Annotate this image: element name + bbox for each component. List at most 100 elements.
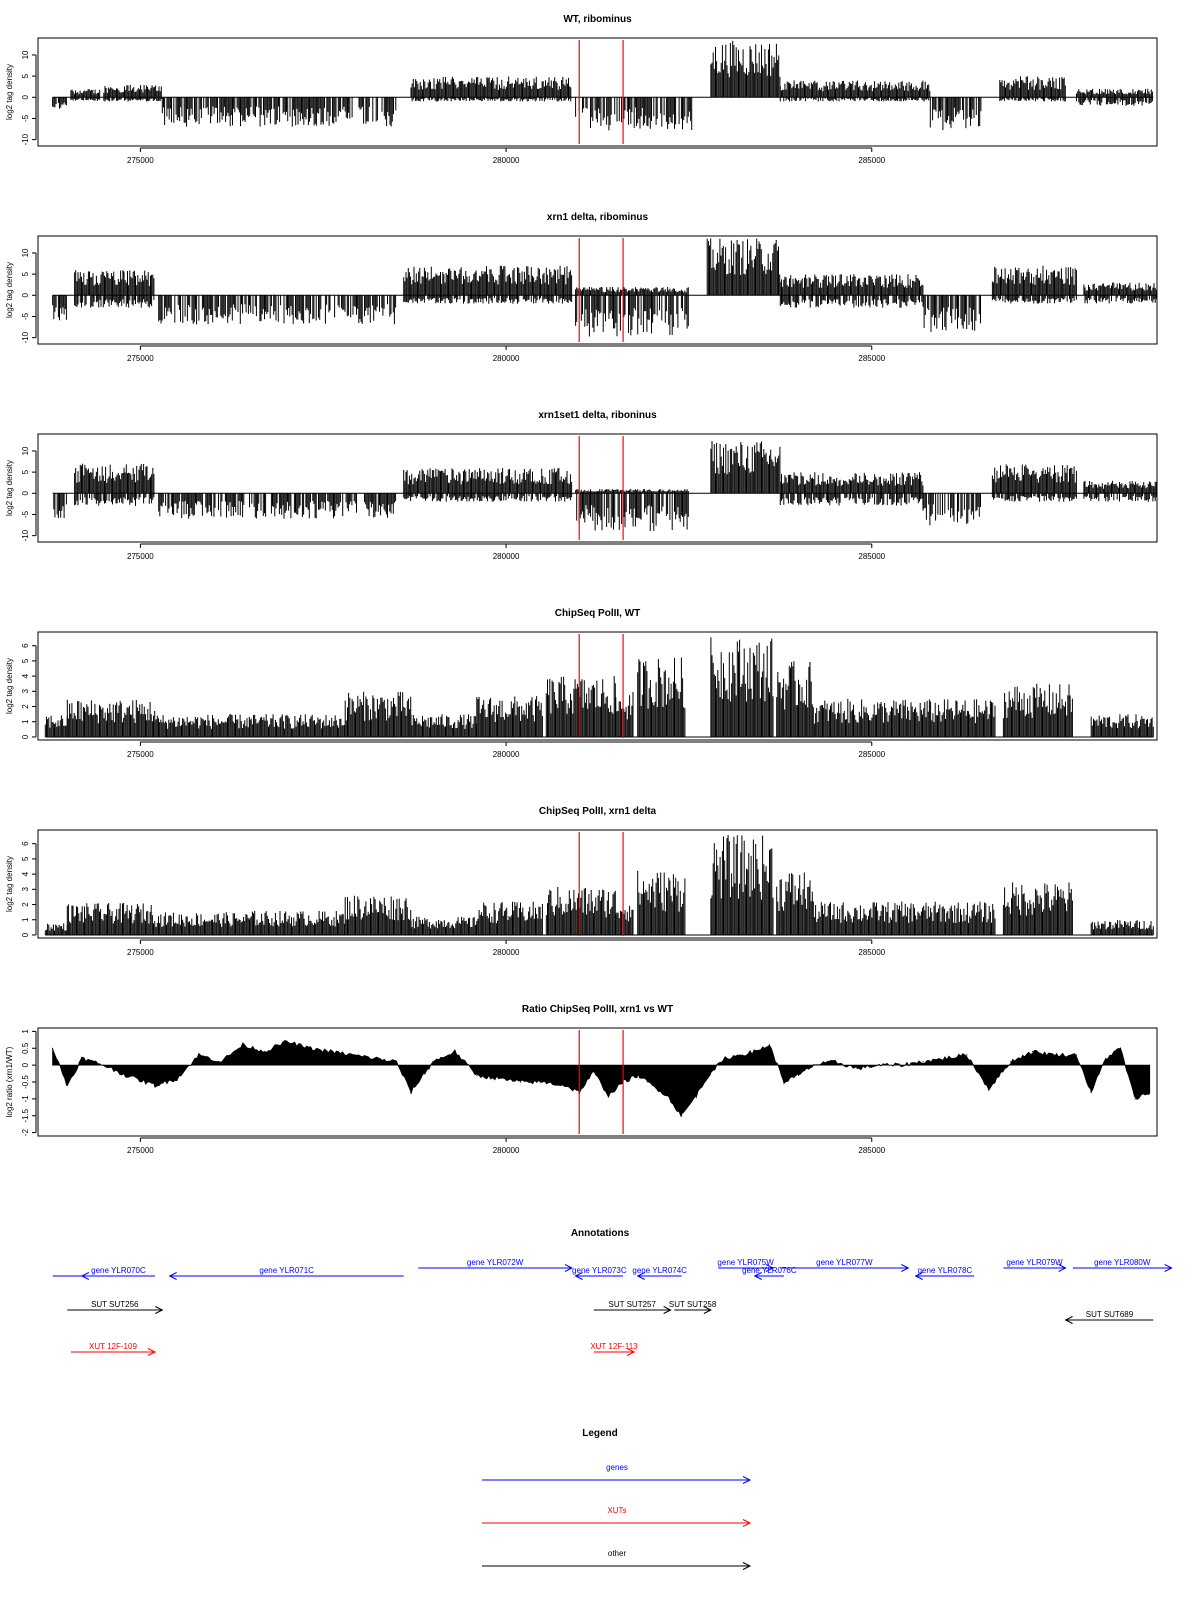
x-axis: 275000 280000 285000 xyxy=(127,147,886,165)
y-tick-label: -5 xyxy=(21,114,30,122)
data-segment-7 xyxy=(476,696,543,737)
data-segment-1 xyxy=(52,97,67,109)
y-axis: -10 -5 0 5 10 log2 tag density xyxy=(5,248,37,343)
x-tick-label: 280000 xyxy=(493,750,520,759)
y-tick-label: -10 xyxy=(21,529,30,541)
data-segment-6 xyxy=(710,441,781,494)
data-segment-8 xyxy=(779,80,931,102)
chart-title: xrn1set1 delta, riboninus xyxy=(538,410,657,421)
y-tick-label: 2 xyxy=(21,704,30,709)
series-bars xyxy=(44,637,1154,737)
data-segment-9 xyxy=(991,265,1077,304)
data-segment-11 xyxy=(1076,88,1153,106)
y-axis-label: log2 tag density xyxy=(5,262,14,318)
x-tick-label: 285000 xyxy=(858,354,885,363)
data-segment-6 xyxy=(575,97,693,131)
data-segment-7 xyxy=(710,40,781,98)
plot-frame xyxy=(37,37,1158,147)
chart-title: ChipSeq PolII, xrn1 delta xyxy=(539,806,657,817)
chart-panel-1: WT, ribominus -10 -5 0 5 10 log2 tag density 27… xyxy=(5,14,1158,165)
y-tick-label: 5 xyxy=(21,469,30,474)
x-tick-label: 280000 xyxy=(493,354,520,363)
y-tick-label: -5 xyxy=(21,510,30,518)
data-segment-2 xyxy=(74,270,155,308)
y-axis: 0 1 2 3 4 5 6 log2 tag density xyxy=(5,643,37,739)
plot-frame xyxy=(37,433,1158,543)
y-tick-label: 10 xyxy=(21,248,30,257)
data-segment-9 xyxy=(615,692,634,737)
y-tick-label: 0 xyxy=(21,95,30,100)
y-axis-label: log2 tag density xyxy=(5,658,14,714)
y-tick-label: 1 xyxy=(21,719,30,724)
y-tick-label: 5 xyxy=(21,271,30,276)
y-tick-label: -10 xyxy=(21,133,30,145)
data-segment-15 xyxy=(1090,714,1154,737)
x-tick-label: 280000 xyxy=(493,552,520,561)
data-segment-10 xyxy=(1083,282,1157,304)
data-segment-8 xyxy=(922,295,981,332)
data-segment-3 xyxy=(158,493,397,519)
y-tick-label: 5 xyxy=(21,658,30,663)
plot-frame xyxy=(37,631,1158,741)
y-tick-label: 5 xyxy=(21,73,30,78)
chart-panel-4: ChipSeq PolII, WT 0 1 2 3 4 5 6 log2 tag density… xyxy=(5,608,1158,759)
data-segment-5 xyxy=(410,76,572,102)
data-segment-7 xyxy=(779,274,924,308)
data-segment-4 xyxy=(403,265,573,304)
data-segment-5 xyxy=(575,489,689,532)
data-segment-1 xyxy=(53,493,67,519)
series-bars xyxy=(44,835,1154,935)
data-segment-5 xyxy=(344,691,412,737)
y-tick-label: 6 xyxy=(21,643,30,648)
data-segment-1 xyxy=(44,923,68,935)
series-bars xyxy=(52,40,1153,131)
x-axis: 275000 280000 285000 xyxy=(127,543,886,561)
data-segment-6 xyxy=(706,238,781,296)
data-segment-11 xyxy=(710,637,774,737)
x-axis: 275000 280000 285000 xyxy=(127,345,886,363)
x-tick-label: 280000 xyxy=(493,156,520,165)
plot-frame xyxy=(37,235,1158,345)
x-tick-label: 285000 xyxy=(858,552,885,561)
series-bars xyxy=(52,238,1157,337)
data-segment-2 xyxy=(66,699,156,737)
data-segment-10 xyxy=(999,76,1066,102)
x-tick-label: 275000 xyxy=(127,156,154,165)
x-tick-label: 285000 xyxy=(858,156,885,165)
data-segment-5 xyxy=(575,287,689,337)
x-tick-label: 275000 xyxy=(127,552,154,561)
x-tick-label: 285000 xyxy=(858,750,885,759)
y-tick-label: 0 xyxy=(21,293,30,298)
y-axis: -10 -5 0 5 10 log2 tag density xyxy=(5,446,37,541)
data-segment-8 xyxy=(922,493,981,526)
data-segment-7 xyxy=(779,472,924,506)
data-segment-9 xyxy=(929,97,982,131)
data-segment-4 xyxy=(249,714,345,737)
y-tick-label: -10 xyxy=(21,331,30,343)
y-tick-label: -5 xyxy=(21,312,30,320)
data-segment-13 xyxy=(812,698,996,737)
data-segment-3 xyxy=(103,84,162,102)
y-tick-label: 10 xyxy=(21,446,30,455)
y-tick-label: 0 xyxy=(21,734,30,739)
data-segment-1 xyxy=(44,715,68,737)
data-segment-14 xyxy=(1002,683,1073,737)
data-segment-1 xyxy=(52,295,67,321)
data-segment-2 xyxy=(66,903,156,935)
y-axis-label: log2 tag density xyxy=(5,460,14,516)
x-tick-label: 275000 xyxy=(127,750,154,759)
y-axis-label: log2 tag density xyxy=(5,64,14,120)
data-segment-2 xyxy=(74,463,155,506)
y-axis: -10 -5 0 5 10 log2 tag density xyxy=(5,50,37,145)
data-segment-3 xyxy=(158,295,397,325)
data-segment-4 xyxy=(403,468,573,502)
y-tick-label: 10 xyxy=(21,50,30,59)
data-segment-2 xyxy=(70,89,101,101)
y-tick-label: 3 xyxy=(21,689,30,694)
chart-panel-3: xrn1set1 delta, riboninus -10 -5 0 5 10 log2 t… xyxy=(5,410,1158,561)
data-segment-10 xyxy=(1083,480,1157,502)
chart-panel-2: xrn1 delta, ribominus -10 -5 0 5 10 log2 tag d… xyxy=(5,212,1158,363)
chart-title: xrn1 delta, ribominus xyxy=(547,212,649,223)
